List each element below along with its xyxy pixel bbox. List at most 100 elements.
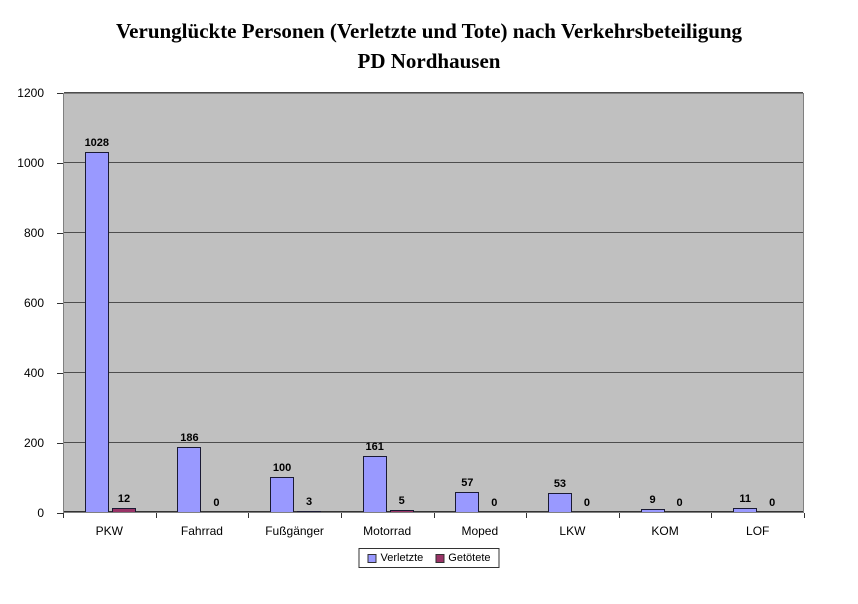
gridline-1200 — [64, 92, 803, 93]
category-group-lof: 11 0 — [712, 94, 805, 512]
bar-cell-verletzte-pkw: 1028 — [85, 137, 109, 512]
legend-swatch-verletzte — [367, 553, 377, 563]
bar-cell-getoetete-fahrrad: 0 — [204, 497, 228, 512]
value-label-getoetete-fahrrad: 0 — [213, 497, 220, 509]
x-tick-mark — [340, 513, 342, 518]
category-group-fahrrad: 186 0 — [157, 94, 250, 512]
y-tick-label-0: 0 — [37, 506, 44, 520]
x-label-fussgaenger: Fußgänger — [265, 524, 324, 538]
x-label-motorrad: Motorrad — [363, 524, 412, 538]
y-tick-mark — [57, 443, 63, 444]
value-label-verletzte-lkw: 53 — [553, 478, 567, 491]
category-group-lkw: 53 0 — [527, 94, 620, 512]
chart-title-line2: PD Nordhausen — [357, 49, 501, 73]
y-tick-mark — [57, 373, 63, 374]
bar-cell-verletzte-lkw: 53 — [547, 478, 572, 512]
bar-verletzte-fahrrad — [177, 446, 202, 512]
x-tick-mark — [248, 513, 250, 518]
bar-cell-verletzte-kom: 9 — [640, 493, 665, 512]
value-label-getoetete-moped: 0 — [491, 497, 498, 509]
x-tick-mark — [63, 513, 64, 518]
gridline-200 — [64, 442, 803, 443]
bar-cell-verletzte-moped: 57 — [455, 477, 480, 512]
value-label-getoetete-motorrad: 5 — [398, 495, 405, 508]
value-label-getoetete-lkw: 0 — [583, 497, 590, 509]
bar-cell-getoetete-pkw: 12 — [112, 492, 137, 512]
bar-cell-getoetete-moped: 0 — [482, 497, 506, 512]
x-tick-mark — [155, 513, 157, 518]
y-tick-mark — [57, 93, 63, 94]
bar-verletzte-motorrad — [362, 455, 387, 512]
bar-getoetete-pkw — [112, 507, 137, 512]
legend-item-getoetete: Getötete — [435, 552, 491, 564]
bar-cell-getoetete-lkw: 0 — [575, 497, 599, 512]
value-label-getoetete-pkw: 12 — [117, 492, 131, 505]
y-tick-label-200: 200 — [23, 436, 44, 450]
x-tick-mark — [526, 513, 528, 518]
bar-verletzte-lof — [733, 508, 758, 512]
bar-getoetete-motorrad — [389, 510, 414, 512]
value-label-verletzte-lof: 11 — [739, 493, 751, 506]
value-label-verletzte-fussgaenger: 100 — [272, 462, 292, 474]
bar-verletzte-kom — [640, 508, 665, 512]
x-tick-mark — [804, 513, 805, 518]
bar-verletzte-fussgaenger — [270, 477, 295, 512]
bar-getoetete-fussgaenger — [297, 510, 322, 512]
x-label-moped: Moped — [461, 524, 499, 538]
bar-verletzte-moped — [455, 492, 480, 512]
y-tick-mark — [57, 513, 63, 514]
chart-title-line1: Verunglückte Personen (Verletzte und Tot… — [115, 19, 743, 43]
value-label-getoetete-fussgaenger: 3 — [306, 495, 313, 508]
y-tick-label-400: 400 — [23, 366, 44, 380]
y-tick-mark — [57, 233, 63, 234]
bar-verletzte-pkw — [84, 152, 109, 512]
bar-cell-getoetete-motorrad: 5 — [389, 495, 414, 512]
x-tick-mark — [618, 513, 620, 518]
plot-area: 1028 12 186 0 100 3 161 5 57 0 53 0 9 0 11 0 — [63, 92, 805, 513]
bar-cell-verletzte-fussgaenger: 100 — [270, 462, 295, 512]
bar-verletzte-lkw — [547, 493, 572, 512]
x-tick-mark — [433, 513, 435, 518]
category-group-fussgaenger: 100 3 — [249, 94, 342, 512]
legend-label-verletzte: Verletzte — [380, 552, 424, 564]
value-label-verletzte-fahrrad: 186 — [180, 431, 199, 444]
value-label-getoetete-kom: 0 — [676, 497, 683, 509]
legend-swatch-getoetete — [435, 553, 445, 563]
category-group-motorrad: 161 5 — [342, 94, 435, 512]
bar-cell-getoetete-lof: 0 — [760, 497, 784, 512]
value-label-verletzte-moped: 57 — [461, 477, 474, 490]
bar-cell-verletzte-fahrrad: 186 — [177, 431, 202, 512]
value-label-verletzte-pkw: 1028 — [84, 137, 110, 150]
gridline-800 — [64, 232, 803, 233]
x-axis-line — [64, 511, 803, 512]
value-label-verletzte-kom: 9 — [649, 493, 656, 506]
gridline-400 — [64, 372, 803, 373]
legend: Verletzte Getötete — [358, 548, 500, 568]
x-label-kom: KOM — [651, 524, 679, 538]
y-tick-mark — [57, 303, 63, 304]
value-label-verletzte-motorrad: 161 — [365, 440, 384, 453]
x-label-lkw: LKW — [559, 524, 586, 538]
chart-title: Verunglückte Personen (Verletzte und Tot… — [0, 16, 858, 76]
x-tick-mark — [711, 513, 713, 518]
gridline-1000 — [64, 162, 803, 163]
x-label-pkw: PKW — [95, 524, 123, 538]
y-tick-mark — [57, 163, 63, 164]
gridline-600 — [64, 302, 803, 303]
value-label-getoetete-lof: 0 — [769, 497, 776, 509]
category-group-moped: 57 0 — [435, 94, 528, 512]
bar-cell-verletzte-motorrad: 161 — [362, 440, 387, 512]
y-tick-label-1200: 1200 — [17, 86, 44, 100]
x-label-lof: LOF — [746, 524, 770, 538]
legend-item-verletzte: Verletzte — [367, 552, 423, 564]
y-tick-label-600: 600 — [23, 296, 44, 310]
x-label-fahrrad: Fahrrad — [180, 524, 223, 538]
bar-cell-getoetete-kom: 0 — [668, 497, 692, 512]
bar-cell-verletzte-lof: 11 — [733, 493, 758, 512]
category-group-pkw: 1028 12 — [64, 94, 157, 512]
bar-cell-getoetete-fussgaenger: 3 — [297, 495, 322, 512]
y-tick-label-800: 800 — [23, 226, 44, 240]
legend-label-getoetete: Getötete — [448, 552, 491, 564]
y-tick-label-1000: 1000 — [17, 156, 44, 170]
